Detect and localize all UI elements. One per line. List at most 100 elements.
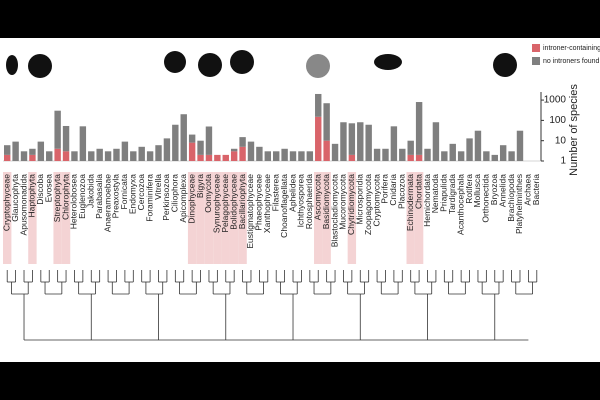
highlight bbox=[196, 172, 205, 264]
bar bbox=[256, 146, 263, 161]
bar bbox=[491, 154, 498, 161]
bar bbox=[188, 142, 196, 161]
x-tick-label: Xanthophyceae bbox=[262, 174, 272, 233]
x-tick-label: Bigyra bbox=[195, 174, 205, 198]
y-tick-label: 1000 bbox=[544, 95, 567, 106]
bar bbox=[348, 123, 356, 155]
highlight bbox=[347, 172, 357, 264]
bar bbox=[239, 137, 246, 147]
x-tick-label: Priapulida bbox=[439, 174, 449, 212]
bar bbox=[323, 140, 330, 161]
x-tick-label: Chytridiomycota bbox=[346, 174, 356, 235]
bar bbox=[415, 102, 423, 155]
x-tick-label: Zoopagomycota bbox=[363, 174, 373, 235]
x-tick-label: Ascomycota bbox=[312, 174, 322, 221]
bar bbox=[407, 140, 414, 155]
highlight bbox=[213, 172, 222, 264]
x-tick-label: Bacteria bbox=[531, 174, 541, 205]
x-tick-label: Basidiomycota bbox=[321, 174, 331, 230]
bar bbox=[407, 154, 414, 161]
highlight bbox=[204, 172, 214, 264]
x-tick-label: Tardigrada bbox=[447, 174, 457, 214]
bar bbox=[71, 151, 78, 161]
highlight bbox=[187, 172, 197, 264]
bar bbox=[46, 151, 53, 161]
bar bbox=[155, 145, 162, 161]
bar bbox=[138, 146, 145, 161]
bar bbox=[62, 151, 70, 161]
y-axis-title: Number of species bbox=[568, 84, 580, 176]
silhouette bbox=[374, 54, 402, 70]
bar bbox=[214, 154, 221, 161]
x-tick-label: Anaeramoebae bbox=[102, 174, 112, 232]
x-tick-label: Cryptomycota bbox=[371, 174, 381, 227]
x-tick-label: Microsporidia bbox=[355, 174, 365, 225]
bar bbox=[390, 126, 398, 161]
bar bbox=[415, 154, 423, 161]
bar bbox=[348, 154, 356, 161]
bar bbox=[230, 151, 238, 161]
highlight bbox=[314, 172, 323, 264]
highlight bbox=[61, 172, 71, 264]
x-tick-label: Cnidaria bbox=[388, 174, 398, 206]
x-tick-label: Discoba bbox=[35, 174, 45, 205]
x-tick-label: Vitrella bbox=[153, 174, 163, 200]
bar bbox=[222, 154, 229, 161]
bar bbox=[163, 138, 171, 161]
bar bbox=[172, 124, 179, 161]
bar bbox=[104, 151, 112, 161]
highlight bbox=[229, 172, 239, 264]
x-tick-label: Filasterea bbox=[270, 174, 280, 212]
bar bbox=[62, 125, 70, 152]
silhouette bbox=[493, 53, 517, 77]
bar bbox=[298, 151, 305, 161]
bar bbox=[331, 143, 339, 161]
x-tick-label: Apicomplexa bbox=[178, 174, 188, 223]
bar bbox=[516, 130, 524, 161]
x-tick-label: Apusomonadida bbox=[18, 174, 28, 236]
x-tick-label: Perkinsozoa bbox=[161, 174, 171, 221]
x-tick-label: Bacillariophyta bbox=[237, 174, 247, 230]
highlight bbox=[322, 172, 331, 264]
bar bbox=[188, 134, 196, 143]
x-tick-label: Ichthyosporea bbox=[296, 174, 306, 228]
bar bbox=[399, 148, 406, 161]
y-tick-label: 10 bbox=[555, 135, 567, 146]
x-tick-label: Orthonectida bbox=[481, 174, 491, 223]
bar bbox=[424, 148, 431, 161]
bar bbox=[357, 122, 364, 161]
bar bbox=[474, 130, 482, 161]
x-tick-label: Preaxostyla bbox=[111, 174, 121, 219]
bar bbox=[230, 148, 238, 152]
bar bbox=[205, 126, 213, 155]
bar bbox=[113, 148, 120, 161]
bar bbox=[88, 151, 95, 161]
bar bbox=[29, 148, 36, 155]
x-tick-label: Nematoda bbox=[430, 174, 440, 213]
legend-swatch bbox=[532, 44, 540, 52]
bar bbox=[508, 151, 515, 161]
bar bbox=[441, 151, 448, 161]
bar bbox=[457, 151, 465, 161]
bar bbox=[4, 154, 11, 161]
x-tick-label: Haptophyta bbox=[27, 174, 37, 218]
silhouette bbox=[198, 53, 222, 77]
x-tick-label: Synurophyceae bbox=[212, 174, 222, 233]
y-tick-label: 1 bbox=[560, 156, 566, 167]
bar bbox=[130, 151, 137, 161]
x-tick-label: Streptophyta bbox=[52, 174, 62, 222]
x-tick-label: Acanthocephala bbox=[455, 174, 465, 235]
bar bbox=[382, 148, 389, 161]
bar bbox=[247, 141, 255, 161]
legend-label: no introners found bbox=[543, 58, 600, 65]
bar bbox=[499, 145, 507, 161]
bar bbox=[197, 140, 204, 155]
highlight bbox=[221, 172, 230, 264]
bar bbox=[306, 151, 314, 161]
bar bbox=[466, 138, 473, 161]
bar bbox=[365, 124, 372, 161]
x-tick-label: Chordata bbox=[413, 174, 423, 209]
x-tick-label: Bolidophyceae bbox=[228, 174, 238, 230]
legend-label: introner-containing bbox=[543, 45, 600, 52]
silhouette bbox=[28, 54, 52, 78]
